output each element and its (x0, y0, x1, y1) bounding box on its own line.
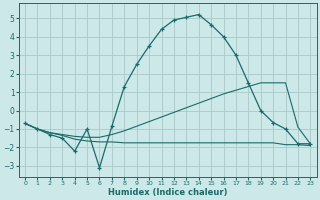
X-axis label: Humidex (Indice chaleur): Humidex (Indice chaleur) (108, 188, 228, 197)
